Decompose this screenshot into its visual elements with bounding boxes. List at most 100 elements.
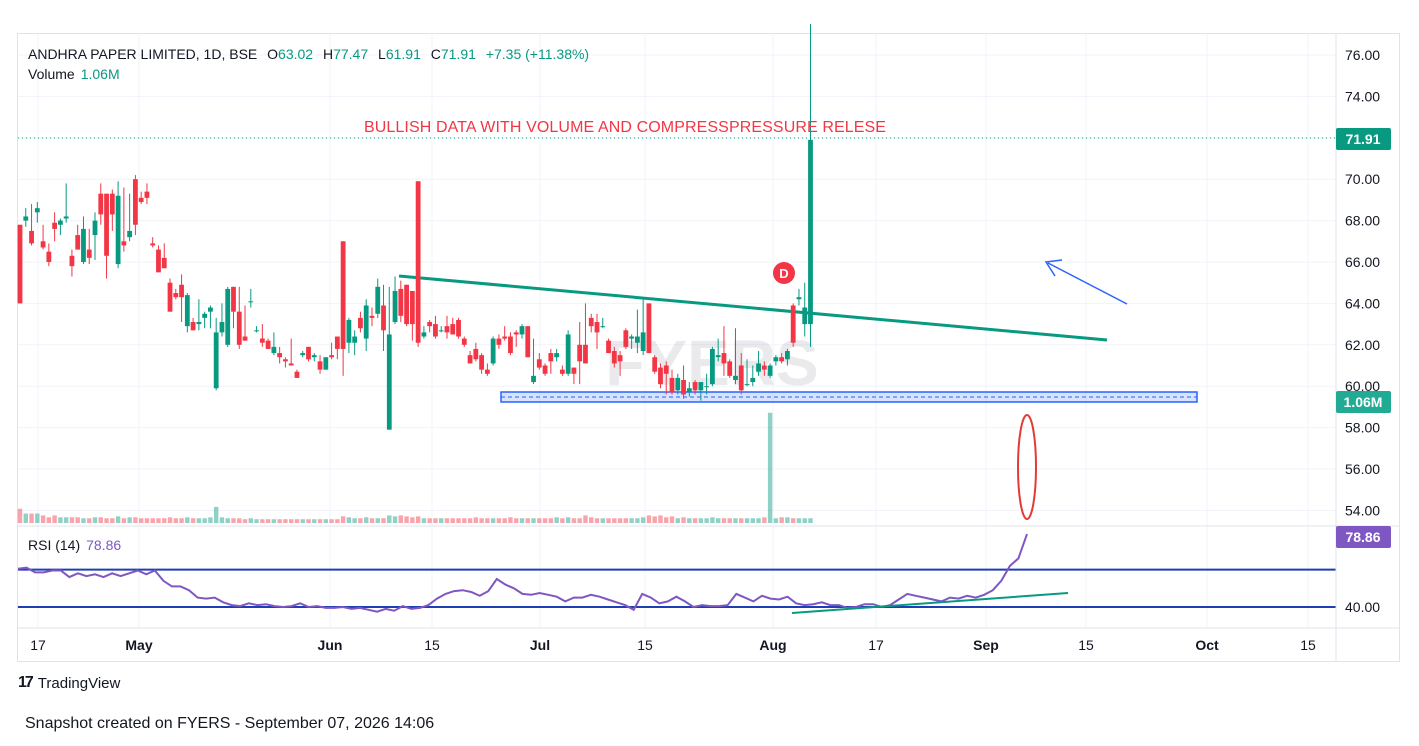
candle	[710, 346, 715, 387]
time-tick-label: May	[125, 637, 152, 653]
grid	[18, 34, 1336, 628]
price-tick-label: 64.00	[1345, 295, 1380, 311]
rsi-value: 78.86	[86, 537, 122, 553]
chart-frame[interactable]	[17, 33, 1400, 662]
time-tick-label: Sep	[973, 637, 999, 653]
time-tick-label: Jul	[530, 637, 550, 653]
volume-bar	[346, 517, 352, 523]
candle	[144, 183, 150, 205]
volume-highlight-ellipse	[1017, 414, 1037, 520]
candle	[236, 286, 242, 349]
candle	[479, 353, 484, 374]
time-tick-label: 15	[1300, 637, 1316, 653]
volume-bar	[162, 518, 167, 523]
candle	[184, 293, 190, 333]
volume-bar	[98, 517, 103, 523]
candle	[785, 348, 790, 366]
volume-bar	[617, 518, 623, 523]
volume-bar	[179, 518, 184, 523]
volume-bar	[669, 516, 675, 523]
candle	[300, 351, 306, 358]
candle	[508, 332, 513, 356]
candle	[109, 189, 115, 231]
price-tick-label: 70.00	[1345, 171, 1380, 187]
candlesticks	[17, 23, 813, 430]
candle	[548, 348, 554, 374]
candle	[265, 338, 271, 349]
candle	[519, 324, 525, 339]
candle	[761, 361, 767, 376]
candle	[242, 305, 248, 341]
volume-bar	[519, 518, 525, 523]
volume-bar	[692, 518, 698, 523]
price-tick-label: 68.00	[1345, 213, 1380, 229]
volume-bar	[173, 518, 178, 523]
candle	[346, 317, 352, 354]
volume-bar	[485, 518, 490, 523]
price-tick-label: 62.00	[1345, 337, 1380, 353]
volume-bar	[733, 518, 738, 523]
candle	[34, 201, 40, 223]
price-tick-label: 74.00	[1345, 88, 1380, 104]
volume-bar	[439, 518, 444, 523]
volume-bar	[600, 518, 605, 523]
volume-bar	[542, 518, 548, 523]
candle	[17, 224, 23, 304]
svg-text:71.91: 71.91	[1345, 131, 1380, 147]
volume-bar	[779, 517, 784, 523]
volume-bar	[242, 519, 248, 523]
volume-bar	[29, 513, 34, 523]
candle	[358, 311, 363, 333]
candle	[456, 317, 461, 339]
candle	[802, 282, 808, 337]
volume-bar	[133, 517, 138, 523]
volume-bar	[283, 519, 288, 523]
candle	[317, 355, 323, 374]
candle	[583, 303, 588, 364]
volume-bar	[565, 517, 571, 523]
breakout-arrow-head	[1044, 259, 1063, 277]
candle	[611, 346, 617, 368]
volume-bar	[658, 515, 663, 523]
volume-bar	[387, 515, 392, 523]
candle	[409, 290, 415, 341]
candle	[542, 363, 548, 376]
candle	[686, 382, 692, 397]
volume-bar	[762, 517, 767, 523]
candle	[121, 187, 127, 252]
candle	[640, 297, 646, 356]
candle	[208, 305, 213, 329]
candle	[398, 280, 404, 323]
volume-bar	[796, 518, 802, 523]
time-tick-label: 15	[637, 637, 653, 653]
tradingview-logo[interactable]: 17 TradingView	[18, 674, 120, 692]
symbol-legend: ANDHRA PAPER LIMITED, 1D, BSE O63.02 H77…	[28, 44, 589, 64]
volume-bar	[294, 519, 300, 523]
volume-bar	[317, 519, 323, 523]
time-tick-label: 15	[1078, 637, 1094, 653]
candle	[254, 326, 259, 333]
breakout-arrow	[1047, 262, 1128, 305]
rsi-label: RSI (14)	[28, 537, 81, 553]
dividend-marker	[773, 262, 795, 284]
candle	[536, 353, 542, 370]
volume-bar	[127, 517, 132, 523]
candle	[75, 224, 81, 250]
volume-bar	[185, 517, 190, 523]
candle	[513, 330, 519, 347]
candle	[634, 309, 640, 354]
candle	[571, 367, 577, 385]
candle	[554, 348, 560, 362]
volume-bar	[433, 518, 438, 523]
open-value: 63.02	[278, 46, 314, 62]
annotation-text[interactable]: BULLISH DATA WITH VOLUME AND COMPRESSPRE…	[364, 119, 887, 136]
low-label: L	[378, 46, 386, 62]
candle	[404, 284, 409, 327]
volume-bar	[335, 519, 340, 523]
volume-bar	[496, 518, 502, 523]
volume-bar	[727, 518, 732, 523]
volume-bar	[698, 518, 704, 523]
volume-label: Volume	[28, 66, 75, 82]
candle	[294, 369, 300, 378]
